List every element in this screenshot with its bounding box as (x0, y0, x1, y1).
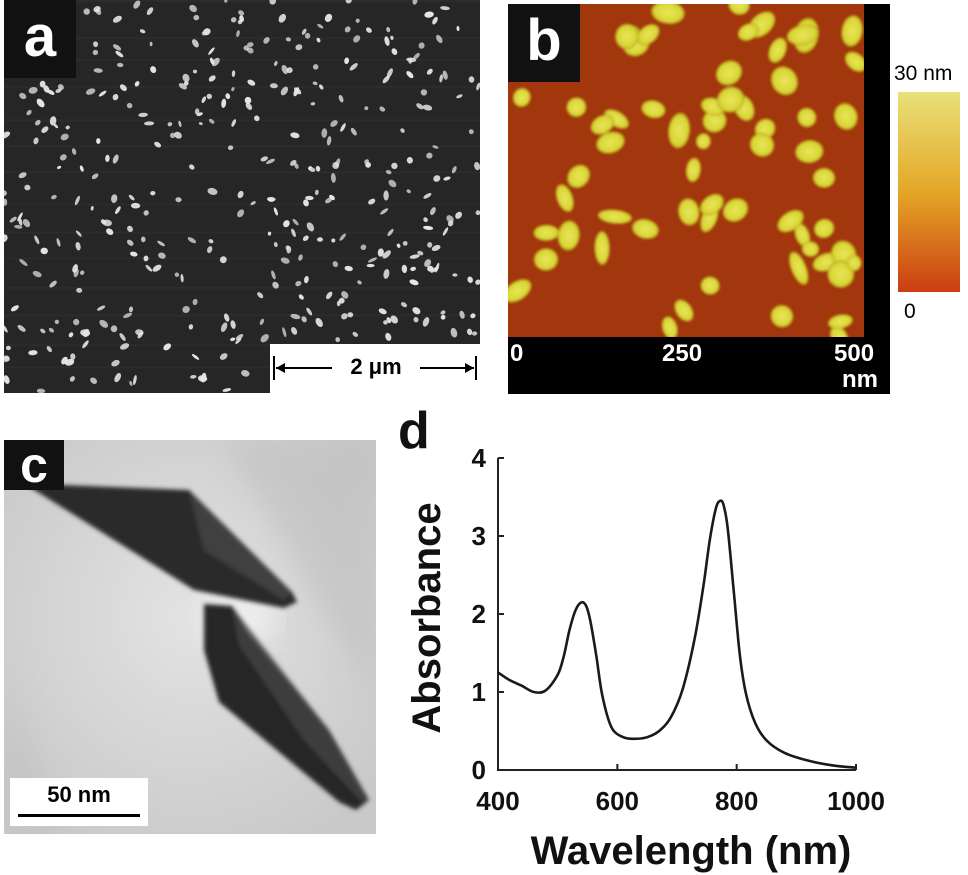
x-tick-label: 1000 (827, 786, 885, 816)
x-tick-label: 800 (715, 786, 758, 816)
chart-axes (497, 458, 856, 771)
panel-a-sem-image: a 2 μm (4, 0, 480, 393)
scale-bar-box: 2 μm (270, 344, 480, 393)
panel-b-afm-image: b 0 250 500 nm (508, 4, 890, 394)
sem-particles (4, 0, 480, 393)
x-tick-label: 600 (596, 786, 639, 816)
absorbance-series-line (497, 499, 857, 769)
afm-axis-tick-500: 500 (834, 340, 875, 367)
panel-c-label: c (4, 440, 64, 490)
panel-d-label: d (398, 402, 430, 460)
y-tick-label: 2 (472, 599, 486, 629)
y-axis-label: Absorbance (405, 502, 449, 733)
tem-scale-bar-label: 50 nm (47, 782, 111, 807)
x-tick-label: 400 (476, 786, 519, 816)
y-tick-label: 1 (472, 677, 486, 707)
panel-b-label: b (508, 4, 580, 82)
afm-colorbar (898, 92, 960, 292)
afm-axis-tick-0: 0 (510, 340, 524, 367)
afm-axis-tick-250: 250 (662, 340, 703, 367)
y-tick-label: 3 (472, 521, 486, 551)
panel-a-label: a (4, 0, 76, 78)
scale-bar-arrow (273, 356, 477, 380)
tem-scale-bar-line (18, 814, 140, 817)
afm-height-map (508, 4, 864, 337)
colorbar-min-label: 0 (904, 300, 916, 323)
y-tick-label: 0 (472, 755, 486, 785)
y-tick-label: 4 (472, 443, 487, 473)
panel-c-tem-image: c 50 nm (4, 440, 376, 834)
tem-nanostructure (4, 440, 376, 834)
tem-scale-bar-box: 50 nm (10, 778, 148, 826)
x-axis-label: Wavelength (nm) (531, 829, 852, 873)
colorbar-max-label: 30 nm (894, 62, 953, 85)
scale-bar-label: 2 μm (350, 354, 402, 379)
afm-axis-unit: nm (842, 366, 878, 393)
